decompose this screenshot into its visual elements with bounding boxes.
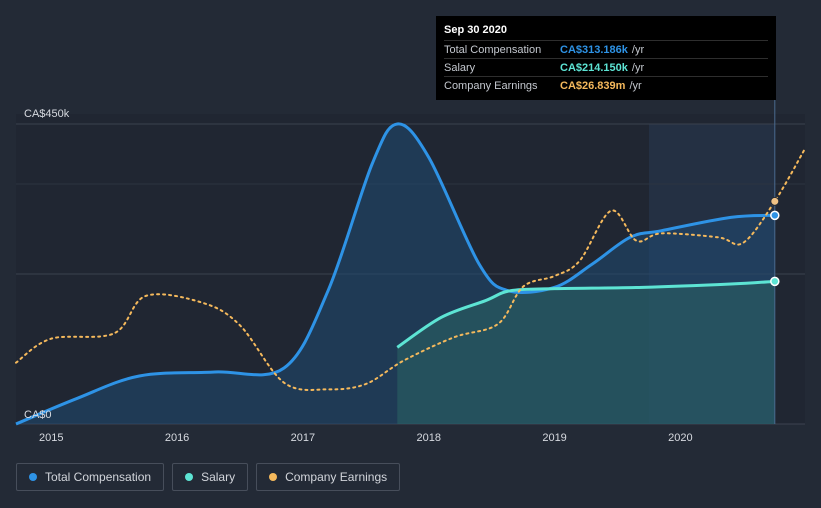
legend-label: Salary [201, 470, 236, 484]
salary-line [396, 279, 775, 349]
tooltip-label: Company Earnings [444, 79, 538, 92]
x-tick-label: 2016 [165, 432, 189, 444]
total-compensation-line [15, 122, 775, 426]
salary-area [397, 281, 775, 424]
salary-marker [770, 276, 780, 287]
total-compensation-marker [770, 210, 780, 221]
tooltip-unit: /yr [629, 79, 642, 92]
legend-label: Total Compensation [45, 470, 152, 484]
legend-item-total-compensation[interactable]: Total Compensation [16, 463, 165, 491]
tooltip-unit: /yr [631, 61, 645, 74]
tooltip-row-total: Total Compensation CA$313.186k /yr [444, 40, 768, 58]
legend-dot-icon [269, 473, 278, 481]
legend: Total Compensation Salary Company Earnin… [16, 463, 401, 491]
legend-label: Company Earnings [285, 470, 388, 484]
tooltip-value: CA$313.186k [560, 43, 628, 56]
y-tick-label: CA$450k [24, 108, 70, 120]
x-tick-label: 2020 [668, 432, 692, 444]
legend-dot-icon [185, 473, 194, 481]
x-tick-label: 2019 [542, 432, 566, 444]
y-tick-label: CA$0 [24, 409, 52, 421]
tooltip-row-earnings: Company Earnings CA$26.839m /yr [444, 76, 768, 94]
legend-dot-icon [29, 473, 37, 481]
legend-item-company-earnings[interactable]: Company Earnings [256, 463, 401, 491]
tooltip-date: Sep 30 2020 [444, 24, 507, 36]
company-earnings-line [15, 147, 806, 391]
earnings-marker [770, 196, 780, 206]
x-tick-label: 2018 [417, 432, 441, 444]
tooltip-unit: /yr [631, 43, 645, 56]
tooltip-label: Salary [444, 61, 476, 74]
tooltip-label: Total Compensation [444, 43, 542, 56]
x-tick-label: 2015 [39, 432, 63, 444]
tooltip-value: CA$26.839m [560, 79, 626, 92]
x-tick-label: 2017 [291, 432, 315, 444]
tooltip-row-salary: Salary CA$214.150k /yr [444, 58, 768, 76]
tooltip: Sep 30 2020 Total Compensation CA$313.18… [436, 16, 776, 100]
tooltip-value: CA$214.150k [560, 61, 628, 74]
legend-item-salary[interactable]: Salary [172, 463, 249, 491]
